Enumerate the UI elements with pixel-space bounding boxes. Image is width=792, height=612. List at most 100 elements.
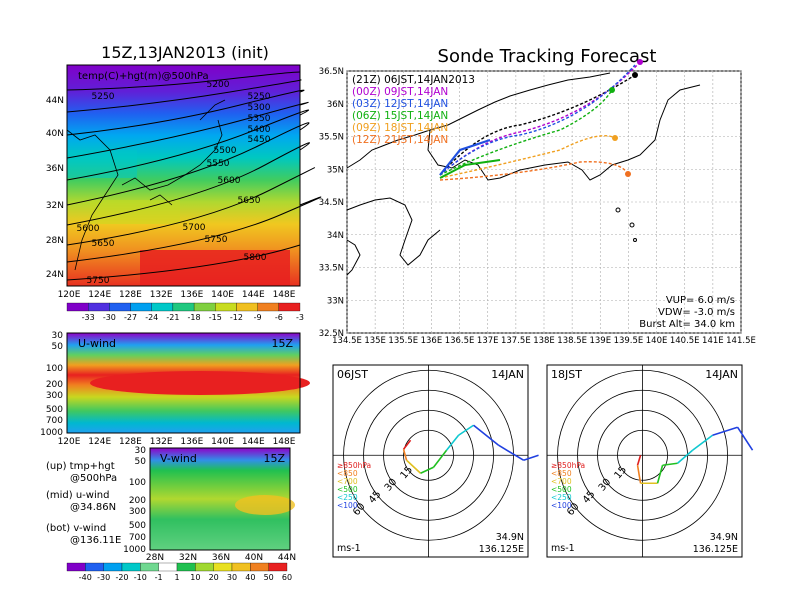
lon-tick-label: 134.5E — [332, 336, 362, 346]
pressure-tick-label: 700 — [129, 533, 146, 543]
lat-tick-label: 36.5N — [319, 67, 344, 77]
lon-tick-label: 144E — [242, 290, 265, 300]
hodograph: 06JST 14JAN34.9N136.125Ems-115304560≥850h… — [332, 364, 539, 558]
lat-tick-label: 32N — [179, 553, 197, 563]
lat-tick-label: 24N — [46, 270, 64, 280]
lon-tick-label: 148E — [273, 290, 296, 300]
colorbar-cell — [103, 562, 123, 572]
colorbar-tick: -20 — [115, 573, 128, 582]
legend-mid2: @34.86N — [70, 502, 116, 513]
pressure-tick-label: 1000 — [123, 545, 146, 555]
run-legend-item: (06Z) 15JST,14JAN — [352, 110, 448, 122]
lon-tick-label: 128E — [119, 290, 142, 300]
colorbar-tick: 30 — [227, 573, 237, 582]
hodograph-unit: ms-1 — [337, 543, 361, 554]
contour-label: 5600 — [218, 176, 241, 186]
colorbar-cell — [121, 562, 141, 572]
lat-tick-label: 44N — [278, 553, 296, 563]
hodograph-trace-segment — [498, 444, 524, 461]
uwind-lon-axis: 120E 124E 128E 132E 136E 140E 144E 148E — [58, 437, 296, 447]
contour-label: 5650 — [92, 239, 115, 249]
lon-tick-label: 136E — [180, 290, 203, 300]
colorbar-tick: 40 — [245, 573, 255, 582]
hodograph: 18JST 14JAN34.9N136.125Ems-115304560≥850h… — [546, 364, 754, 558]
lat-tick-label: 44N — [46, 96, 64, 106]
colorbar-cell — [257, 302, 279, 312]
hodograph-lat: 34.9N — [496, 532, 524, 543]
lon-tick-label: 141E — [702, 336, 724, 346]
pressure-tick-label: 500 — [129, 521, 146, 531]
colorbar-tick: -30 — [103, 313, 116, 322]
pressure-tick-label: 50 — [135, 457, 147, 467]
hodograph-date: 14JAN — [705, 368, 738, 381]
vwind-lat-axis: 28N 32N 36N 40N 44N — [146, 553, 296, 563]
colorbar-cell — [158, 562, 178, 572]
colorbar-tick: -33 — [82, 313, 95, 322]
hodograph-unit: ms-1 — [551, 543, 575, 554]
lon-tick-label: 136E — [421, 336, 443, 346]
pressure-legend-item: <100 — [337, 501, 358, 510]
lon-tick-label: 124E — [88, 290, 111, 300]
contour-label: 5550 — [207, 159, 230, 169]
vwind-label: V-wind — [160, 452, 197, 465]
vdw-value: VDW= -3.0 m/s — [658, 307, 735, 318]
lat-tick-label: 40N — [245, 553, 263, 563]
colorbar-tick: -12 — [230, 313, 243, 322]
lon-axis: 120E 124E 128E 132E 136E 140E 144E 148E — [58, 290, 296, 300]
pressure-legend-item: <850 — [337, 469, 358, 478]
burst-altitude: Burst Alt= 34.0 km — [639, 319, 735, 330]
colorbar-tick: -21 — [166, 313, 179, 322]
uwind-time: 15Z — [271, 337, 293, 350]
lon-tick-label: 144E — [242, 437, 265, 447]
colorbar-cell — [176, 562, 196, 572]
lon-tick-label: 137E — [477, 336, 499, 346]
hodograph-trace-segment — [692, 434, 714, 451]
lon-tick-label: 136.5E — [445, 336, 475, 346]
colorbar-tick: 60 — [282, 573, 292, 582]
pressure-legend-item: <250 — [337, 493, 358, 502]
tracking-lon-axis: 134.5E 135E 135.5E 136E 136.5E 137E 137.5E 138E… — [332, 336, 756, 346]
lat-tick-label: 35N — [327, 165, 344, 175]
hodograph-trace-segment — [736, 426, 754, 451]
lat-tick-label: 34.5N — [319, 198, 344, 208]
lon-tick-label: 124E — [88, 437, 111, 447]
pressure-tick-label: 500 — [46, 405, 63, 415]
colorbar-cell — [85, 562, 104, 572]
lon-tick-label: 132E — [150, 290, 173, 300]
hodograph-trace-segment — [636, 465, 642, 484]
colorbar-tick: 10 — [190, 573, 200, 582]
tracking-lat-axis: 36.5N 36N 35.5N 35N 34.5N 34N 33.5N 33N 32.5N — [319, 67, 344, 339]
hodograph-trace-segment — [458, 424, 474, 436]
hodograph-trace-segment — [656, 465, 664, 484]
pressure-legend-item: <500 — [337, 485, 358, 494]
colorbar-cell — [88, 302, 110, 312]
temperature-colorbar: -33 -30 -27 -24 -21 -18 -15 -12 -9 -6 -3 — [66, 302, 304, 322]
pressure-tick-label: 30 — [52, 331, 64, 341]
lat-tick-label: 32N — [46, 201, 64, 211]
hodograph-lon: 136.125E — [479, 544, 524, 555]
colorbar-cell — [151, 302, 174, 312]
contour-label: 5250 — [92, 92, 115, 102]
hodograph-trace-segment — [402, 439, 412, 450]
colorbar-tick: -6 — [275, 313, 283, 322]
colorbar-cell — [195, 562, 214, 572]
pressure-tick-label: 300 — [129, 507, 146, 517]
lat-tick-label: 34N — [327, 231, 344, 241]
hodograph-trace-segment — [712, 426, 738, 437]
contour-label: 5200 — [207, 80, 230, 90]
colorbar-cell — [213, 562, 233, 572]
pressure-legend-item: ≥850hPa — [337, 461, 371, 470]
hodograph-trace-segment — [432, 449, 448, 468]
colorbar-cell — [109, 302, 131, 312]
contour-label: 5400 — [248, 125, 271, 135]
colorbar-cell — [193, 302, 216, 312]
lat-tick-label: 28N — [46, 236, 64, 246]
colorbar-tick: 50 — [264, 573, 274, 582]
lon-tick-label: 138.5E — [557, 336, 587, 346]
lon-tick-label: 148E — [273, 437, 296, 447]
colorbar-cell — [236, 302, 258, 312]
